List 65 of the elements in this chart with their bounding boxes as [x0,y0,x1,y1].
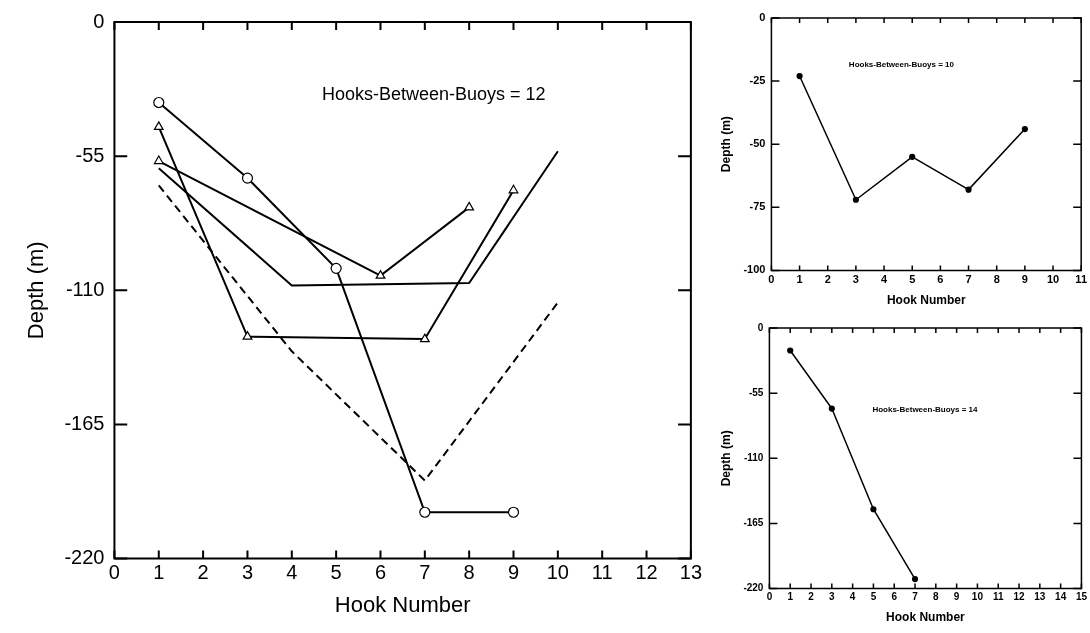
y-tick-label: -55 [75,143,105,166]
y-tick-label: -50 [749,137,766,150]
x-tick-label: 12 [635,561,658,584]
x-tick-label: 5 [909,273,916,286]
x-tick-label: 13 [679,561,702,584]
x-tick-label: 8 [463,561,475,584]
y-tick-label: -220 [743,582,764,594]
x-tick-label: 6 [891,591,898,603]
x-tick-label: 9 [953,591,960,603]
x-tick-label: 7 [419,561,431,584]
x-axis-title: Hook Number [886,610,966,625]
x-tick-label: 0 [768,273,775,286]
y-axis-title: Depth (m) [23,241,49,340]
x-axis-title: Hook Number [886,293,966,308]
x-tick-label: 10 [971,591,984,603]
x-tick-label: 4 [286,561,298,584]
x-tick-label: 3 [241,561,254,584]
x-tick-label: 11 [591,561,613,584]
x-tick-label: 9 [1021,273,1028,286]
x-tick-label: 2 [808,591,815,603]
x-tick-label: 5 [870,591,877,603]
x-tick-label: 3 [829,591,836,603]
x-tick-label: 3 [852,273,859,286]
x-tick-label: 9 [507,561,520,584]
x-tick-label: 4 [881,273,888,286]
x-tick-label: 15 [1075,591,1088,603]
x-tick-label: 7 [912,591,919,603]
y-axis-title: Depth (m) [718,430,733,487]
y-tick-label: 0 [759,11,766,24]
annotation: Hooks-Between-Buoys = 14 [872,405,979,415]
x-tick-label: 13 [1034,591,1046,603]
y-tick-label: -110 [743,452,764,464]
x-tick-label: 1 [153,561,165,584]
y-tick-label: 0 [757,321,764,333]
x-tick-label: 1 [787,591,794,603]
y-tick-label: -165 [743,517,764,529]
x-tick-label: 2 [197,561,209,584]
x-tick-label: 4 [849,591,856,603]
annotation: Hooks-Between-Buoys = 10 [848,60,955,70]
x-tick-label: 11 [992,591,1004,603]
x-tick-label: 14 [1055,591,1067,603]
x-tick-label: 1 [796,273,803,286]
annotation: Hooks-Between-Buoys = 12 [321,84,546,105]
y-tick-label: -165 [64,411,105,434]
x-tick-label: 6 [937,273,944,286]
y-tick-label: -220 [64,546,105,569]
x-tick-label: 10 [1046,273,1060,286]
y-tick-label: -75 [749,200,766,213]
x-tick-label: 11 [1075,273,1088,286]
x-tick-label: 5 [330,561,342,584]
y-tick-label: -25 [749,74,766,87]
y-tick-label: -55 [748,386,764,398]
y-tick-label: -110 [65,277,105,300]
x-tick-label: 2 [824,273,831,286]
y-tick-label: -100 [743,263,766,276]
y-tick-label: 0 [93,9,105,32]
x-axis-title: Hook Number [334,591,471,617]
x-tick-label: 6 [374,561,387,584]
x-tick-label: 7 [965,273,972,286]
y-axis-title: Depth (m) [718,116,733,173]
x-tick-label: 8 [993,273,1000,286]
x-tick-label: 8 [933,591,940,603]
x-tick-label: 0 [108,561,120,584]
x-tick-label: 12 [1013,591,1026,603]
x-tick-label: 10 [546,561,569,584]
